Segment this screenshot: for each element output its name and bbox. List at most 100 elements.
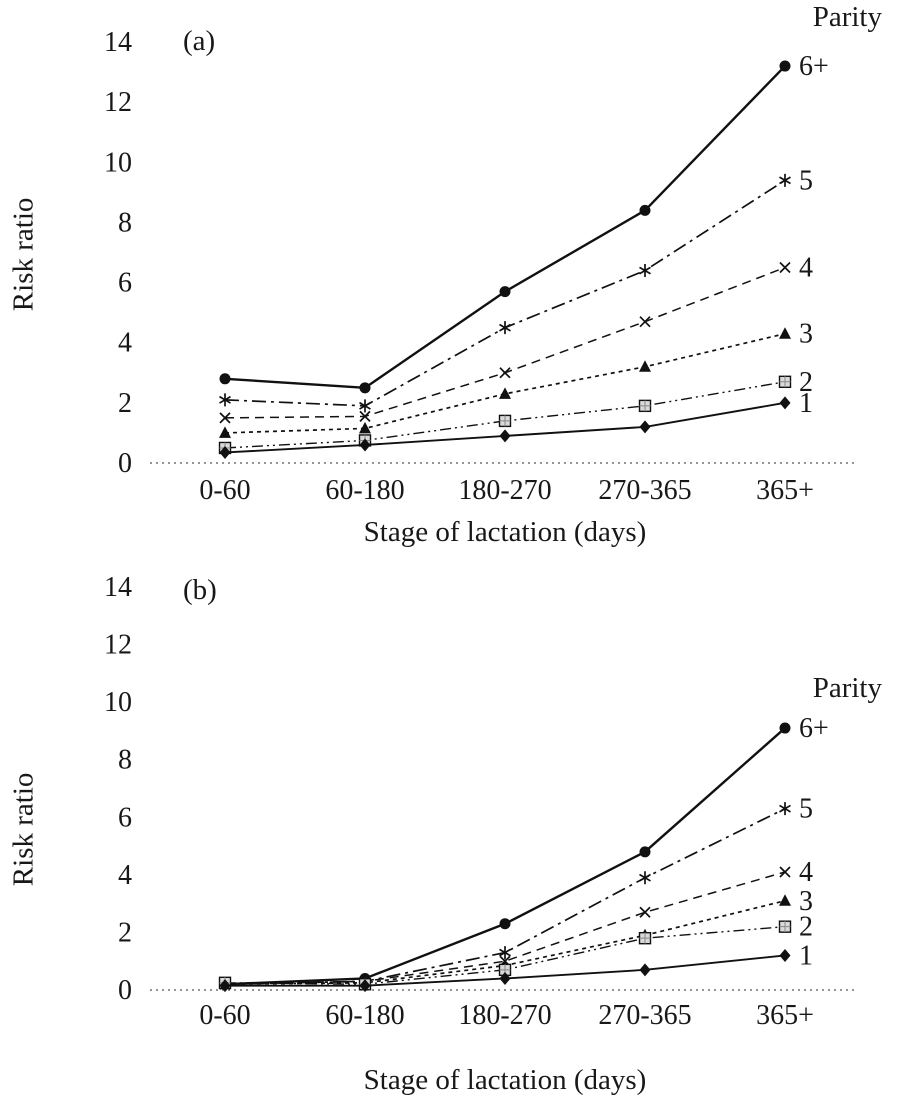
filled-circle-marker [639, 846, 651, 858]
panel-b-label: (b) [183, 574, 217, 606]
y-tick-label: 14 [104, 572, 132, 603]
series-label: 3 [799, 319, 813, 350]
filled-diamond-marker [219, 445, 231, 459]
y-tick-label: 2 [118, 388, 132, 419]
y-tick-label: 6 [118, 268, 132, 299]
asterisk-marker [499, 946, 511, 960]
filled-diamond-marker [779, 396, 791, 410]
x-tick-label: 0-60 [199, 475, 250, 506]
x-tick-label: 60-180 [325, 475, 404, 506]
y-axis-title-b: Risk ratio [7, 772, 40, 887]
x-tick-label: 365+ [756, 475, 814, 506]
x-tick-label: 60-180 [325, 1000, 404, 1031]
x-cross-marker [359, 410, 371, 422]
filled-diamond-marker [359, 438, 371, 452]
series-label: 4 [799, 253, 813, 284]
x-cross-marker [779, 261, 791, 274]
legend-title-b: Parity [812, 672, 882, 704]
x-tick-label: 180-270 [458, 475, 551, 506]
filled-circle-marker [639, 204, 651, 216]
series-label: 1 [799, 388, 813, 419]
open-square-marker-grid [639, 932, 651, 944]
filled-circle-marker [499, 918, 511, 930]
y-tick-label: 14 [104, 27, 132, 58]
filled-circle-marker [779, 60, 791, 72]
filled-triangle-marker [499, 387, 511, 399]
y-tick-label: 6 [118, 802, 132, 833]
series-label: 3 [799, 886, 813, 917]
filled-circle-marker [499, 286, 511, 298]
x-cross-marker [219, 412, 231, 424]
asterisk-marker [639, 871, 651, 885]
filled-triangle-marker [639, 360, 651, 372]
series-line-parity-1 [224, 401, 786, 454]
y-tick-label: 10 [104, 147, 132, 178]
panel-b: 0 2 4 6 8 10 12 14 0-60 60-180 180-270 270-365 365+ 6… [0, 557, 901, 1111]
y-axis-title-a: Risk ratio [7, 197, 40, 312]
open-square-marker-grid [639, 400, 651, 412]
y-tick-label: 2 [118, 917, 132, 948]
filled-diamond-marker [359, 979, 371, 993]
series-label: 2 [799, 912, 813, 943]
y-tick-label: 4 [118, 328, 132, 359]
series-line-parity-2 [224, 381, 786, 449]
panel-a: 0 2 4 6 8 10 12 14 0-60 60-180 180-270 270-365 365+ 6… [7, 1, 882, 548]
x-cross-marker [639, 316, 651, 328]
x-axis-title-a: Stage of lactation (days) [363, 516, 647, 548]
filled-diamond-marker [499, 429, 511, 443]
y-tick-label: 8 [118, 207, 132, 238]
filled-diamond-marker [639, 963, 651, 977]
series-label: 6+ [799, 713, 829, 744]
asterisk-marker [779, 802, 791, 816]
panel-a-label: (a) [183, 25, 216, 57]
filled-circle-marker [219, 373, 231, 385]
x-tick-label: 0-60 [199, 1000, 250, 1031]
series-label: 4 [799, 857, 813, 888]
series-label: 2 [799, 367, 813, 398]
series-label: 6+ [799, 51, 829, 82]
filled-triangle-marker [359, 421, 371, 434]
filled-circle-marker [359, 382, 371, 394]
legend-title-a: Parity [812, 1, 882, 33]
open-square-marker-grid [499, 415, 511, 427]
y-tick-label: 12 [104, 630, 132, 661]
asterisk-marker [639, 264, 651, 278]
x-tick-label: 270-365 [598, 475, 691, 506]
x-tick-label: 180-270 [458, 1000, 551, 1031]
filled-circle-marker [779, 722, 791, 734]
asterisk-marker [779, 173, 791, 187]
y-tick-label: 8 [118, 745, 132, 776]
x-cross-marker [499, 367, 511, 379]
filled-triangle-marker [779, 327, 791, 339]
x-cross-marker [779, 866, 791, 878]
y-tick-label: 4 [118, 860, 132, 891]
series-line-parity-3 [224, 332, 786, 434]
asterisk-marker [219, 393, 231, 407]
series-line-parity-4 [224, 871, 786, 985]
filled-diamond-marker [639, 420, 651, 434]
y-tick-label: 10 [104, 687, 132, 718]
filled-diamond-marker [779, 948, 791, 962]
filled-diamond-marker [219, 979, 231, 993]
x-axis-title-b: Stage of lactation (days) [363, 1064, 647, 1096]
open-square-marker-grid [779, 921, 791, 933]
y-tick-label: 0 [118, 975, 132, 1006]
open-square-marker-grid [779, 376, 791, 388]
asterisk-marker [499, 321, 511, 335]
x-tick-label: 270-365 [598, 1000, 691, 1031]
filled-diamond-marker [499, 971, 511, 985]
series-label: 1 [799, 940, 813, 971]
x-tick-label: 365+ [756, 1000, 814, 1031]
series-label: 5 [799, 794, 813, 825]
series-line-parity-6+ [224, 727, 786, 986]
y-tick-label: 0 [118, 448, 132, 479]
filled-triangle-marker [779, 894, 791, 906]
filled-triangle-marker [219, 426, 231, 438]
x-cross-marker [639, 906, 651, 918]
series-label: 5 [799, 165, 813, 196]
series-line-parity-6+ [224, 65, 786, 390]
asterisk-marker [359, 399, 371, 413]
